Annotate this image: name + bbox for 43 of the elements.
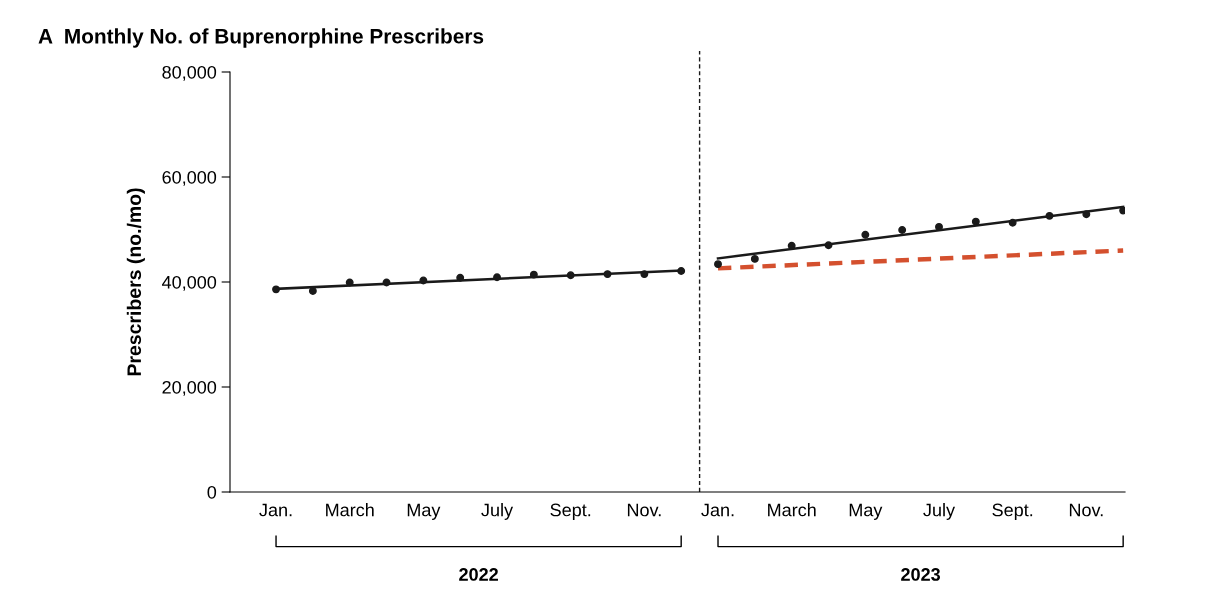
y-tick-label: 40,000	[162, 275, 217, 291]
point	[419, 276, 428, 285]
point	[824, 241, 833, 250]
y-tick-label: 0	[207, 485, 217, 499]
x-tick-label: Jan.	[259, 503, 292, 517]
x-tick-label: May	[407, 503, 441, 520]
y-tick-label: 20,000	[162, 380, 217, 396]
x-tick-label: Nov.	[1069, 503, 1103, 517]
x-tick-label: Sept.	[992, 503, 1033, 520]
x-tick-label: Jan.	[701, 503, 734, 517]
x-tick-label: March	[326, 503, 374, 517]
point	[714, 260, 722, 269]
x-tick-label: July	[481, 503, 514, 520]
point	[935, 222, 943, 231]
point	[493, 273, 501, 282]
x-tick-label: Nov.	[627, 503, 661, 517]
point	[750, 254, 759, 263]
text: 2023	[901, 568, 941, 581]
chart-title: A Monthly No. of Buprenorphine Prescribers	[38, 28, 484, 48]
x-tick-label: July	[923, 503, 956, 520]
point	[529, 270, 538, 279]
point	[1045, 211, 1054, 220]
x-tick-label: March	[768, 503, 816, 517]
point	[566, 271, 575, 280]
point	[787, 241, 796, 250]
point	[272, 285, 280, 294]
point	[677, 267, 686, 275]
point	[603, 270, 612, 279]
point	[861, 230, 870, 239]
point	[1008, 218, 1017, 227]
text: 2022	[459, 568, 498, 581]
x-tick-label: Sept.	[550, 503, 591, 520]
point	[345, 278, 354, 287]
point	[382, 278, 391, 287]
y-tick-label: 60,000	[162, 170, 217, 186]
y-axis-title: Prescribers (no./mo)	[126, 188, 145, 376]
x-tick-label: May	[849, 503, 883, 520]
point	[1082, 210, 1091, 219]
point	[640, 270, 649, 279]
point	[898, 226, 907, 234]
point	[971, 217, 980, 226]
y-tick-label: 80,000	[162, 65, 217, 81]
point	[456, 273, 465, 282]
